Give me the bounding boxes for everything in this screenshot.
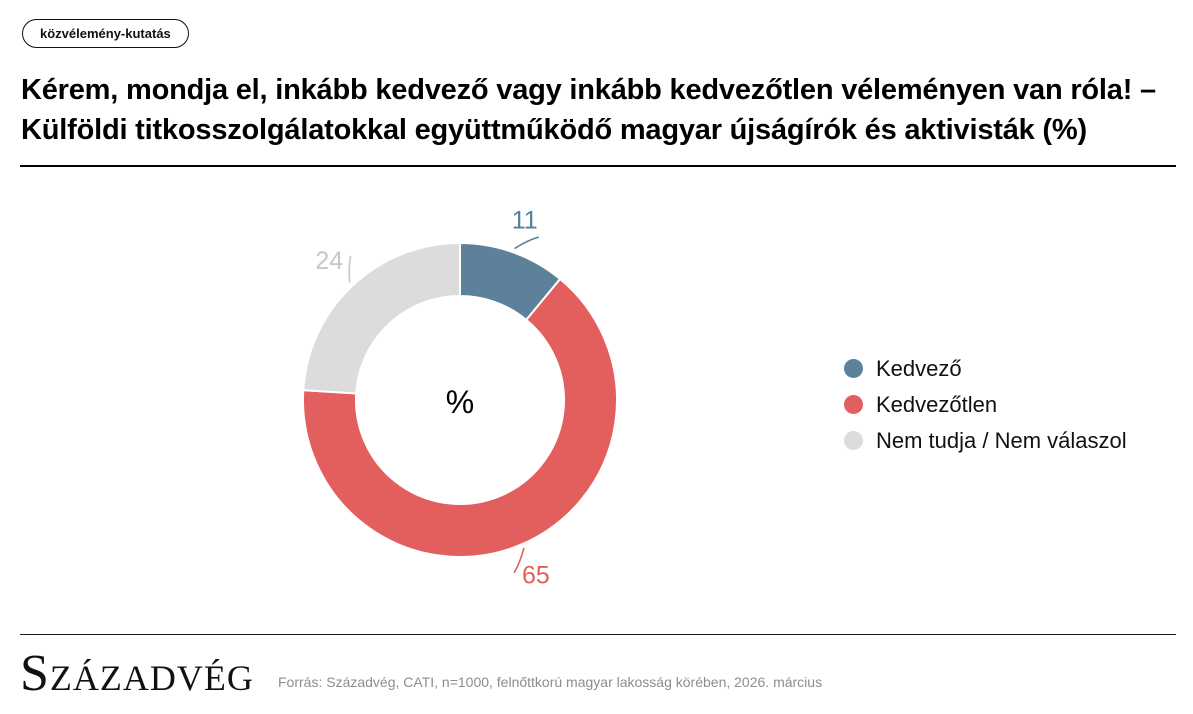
donut-segment-value-label: 65: [522, 561, 550, 589]
chart-title-line1: Kérem, mondja el, inkább kedvező vagy in…: [21, 74, 1156, 106]
legend-item: Kedvező: [844, 355, 1127, 381]
legend-item-label: Nem tudja / Nem válaszol: [876, 427, 1127, 453]
legend-dot-icon: [844, 395, 863, 414]
donut-segment: [302, 277, 618, 558]
chart-title-line2: Külföldi titkosszolgálatokkal együttműkö…: [21, 114, 1087, 146]
donut-chart-svg: 11 65 24%: [302, 206, 618, 589]
donut-segment-value-label: 24: [315, 247, 343, 275]
donut-segment: [302, 241, 461, 395]
donut-chart: 11 65 24%: [240, 180, 680, 620]
legend-item: Kedvezőtlen: [844, 391, 1127, 417]
brand-logo: Századvég: [20, 645, 254, 702]
legend-item-label: Kedvezőtlen: [876, 391, 998, 417]
chart-legend: Kedvező Kedvezőtlen Nem tudja / Nem vála…: [844, 355, 1127, 453]
donut-label-leader-line: [513, 547, 525, 574]
legend-item: Nem tudja / Nem válaszol: [844, 427, 1127, 453]
footer-divider: [20, 634, 1176, 635]
donut-segment-value-label: 11: [512, 206, 538, 234]
top-divider: [20, 165, 1176, 167]
legend-item-label: Kedvező: [876, 355, 962, 381]
legend-dot-icon: [844, 359, 863, 378]
survey-type-badge: közvélemény-kutatás: [22, 19, 189, 48]
survey-type-badge-label: közvélemény-kutatás: [40, 26, 171, 41]
donut-label-leader-line: [348, 255, 352, 283]
source-note: Forrás: Századvég, CATI, n=1000, felnőtt…: [278, 674, 823, 690]
chart-title: Kérem, mondja el, inkább kedvező vagy in…: [21, 70, 1181, 150]
donut-center-label: %: [446, 384, 474, 420]
legend-dot-icon: [844, 431, 863, 450]
donut-label-leader-line: [514, 236, 540, 250]
